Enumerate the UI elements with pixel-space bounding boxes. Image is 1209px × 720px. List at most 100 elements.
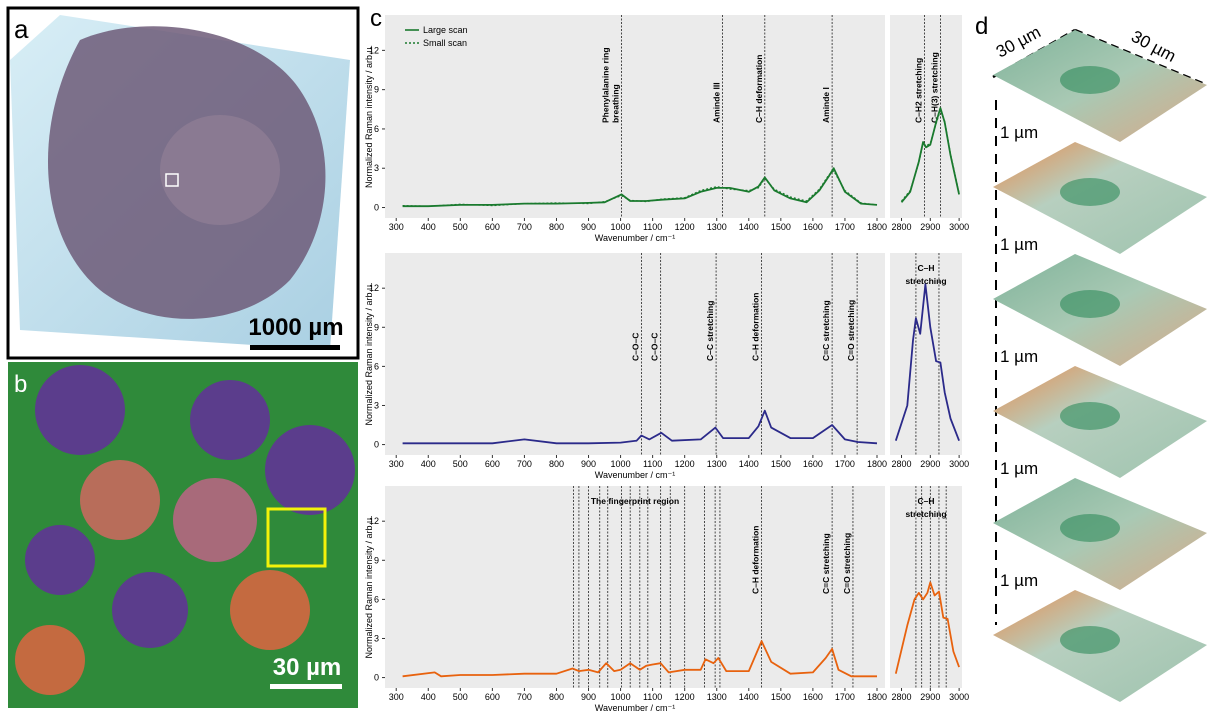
x-tick-label: 1600: [803, 692, 823, 702]
y-tick-label: 3: [374, 633, 379, 643]
y-axis-label: Normalized Raman intensity / arb.u.: [364, 515, 374, 658]
annotation-label: C=C stretching: [821, 533, 831, 594]
annotation-label: C–H deformation: [754, 55, 764, 123]
x-tick-label: 1300: [707, 222, 727, 232]
x-tick-label: 2800: [892, 459, 912, 469]
annotation-label: C–H deformation: [751, 526, 761, 594]
x-tick-label: 1200: [675, 222, 695, 232]
spectrum-line: [402, 167, 878, 208]
spectrum-line: [901, 110, 960, 202]
x-tick-label: 1100: [643, 459, 662, 469]
spacing-label: 1 µm: [1000, 459, 1038, 478]
y-tick-label: 0: [374, 203, 379, 213]
panel-d: d 30 µm 30 µm 1 µm1 µm1 µm1 µm1 µm: [975, 13, 1208, 702]
region-label: stretching: [905, 276, 946, 286]
y-axis-label: Normalized Raman intensity / arb.u.: [364, 282, 374, 425]
x-axis-label: Wavenumber / cm⁻¹: [595, 703, 675, 713]
x-tick-label: 1500: [771, 692, 791, 702]
annotation-label: C=O stretching: [842, 533, 852, 594]
slice-detail: [1060, 402, 1120, 430]
x-tick-label: 900: [581, 459, 596, 469]
y-tick-label: 6: [374, 594, 379, 604]
map-region: [112, 572, 188, 648]
annotation-label: Aminde III: [712, 82, 722, 123]
annotation-label: breathing: [611, 84, 621, 123]
x-tick-label: 2800: [892, 222, 912, 232]
x-tick-label: 900: [581, 692, 596, 702]
map-region: [80, 460, 160, 540]
spacing-label: 1 µm: [1000, 347, 1038, 366]
x-tick-label: 3000: [949, 459, 969, 469]
x-tick-label: 700: [517, 459, 532, 469]
map-region: [230, 570, 310, 650]
region-label: C–H: [917, 263, 934, 273]
x-tick-label: 700: [517, 692, 532, 702]
x-tick-label: 2900: [920, 222, 940, 232]
plot-area: [890, 486, 962, 688]
plot-area: [890, 15, 962, 218]
x-tick-label: 1600: [803, 222, 823, 232]
spectrum-line: [894, 581, 960, 674]
map-region: [173, 478, 257, 562]
x-tick-label: 400: [421, 459, 436, 469]
x-tick-label: 1200: [675, 692, 695, 702]
x-axis-label: Wavenumber / cm⁻¹: [595, 470, 675, 480]
x-tick-label: 300: [389, 692, 404, 702]
x-tick-label: 1500: [771, 222, 791, 232]
annotation-label: C=O stretching: [846, 300, 856, 361]
x-tick-label: 1000: [611, 459, 631, 469]
x-tick-label: 900: [581, 222, 596, 232]
map-region: [25, 525, 95, 595]
y-tick-label: 9: [374, 322, 379, 332]
y-tick-label: 9: [374, 85, 379, 95]
y-tick-label: 12: [369, 516, 379, 526]
x-tick-label: 1400: [739, 692, 759, 702]
annotation-label: C–H deformation: [751, 293, 761, 361]
x-tick-label: 2900: [920, 459, 940, 469]
x-tick-label: 1300: [707, 459, 727, 469]
annotation-label: C–O–C: [650, 333, 660, 361]
x-tick-label: 1000: [611, 222, 631, 232]
spectrum-line: [894, 283, 960, 442]
spacing-label: 1 µm: [1000, 235, 1038, 254]
region-label: The fingerprint region: [591, 496, 679, 506]
y-tick-label: 3: [374, 163, 379, 173]
annotation-label: C–H2 stretching: [914, 58, 924, 123]
x-tick-label: 1700: [835, 692, 855, 702]
slice-detail: [1060, 66, 1120, 94]
x-tick-label: 1400: [739, 459, 759, 469]
x-tick-label: 1000: [611, 692, 631, 702]
region-marker: [165, 173, 179, 187]
x-tick-label: 3000: [949, 222, 969, 232]
x-axis-label: Wavenumber / cm⁻¹: [595, 233, 675, 243]
panel-label: d: [975, 13, 988, 40]
annotation-label: C=C stretching: [821, 300, 831, 361]
x-tick-label: 800: [549, 459, 564, 469]
x-tick-label: 1200: [675, 459, 695, 469]
legend-label: Large scan: [423, 25, 468, 35]
x-tick-label: 1700: [835, 222, 855, 232]
y-tick-label: 12: [369, 283, 379, 293]
y-tick-label: 6: [374, 361, 379, 371]
x-tick-label: 600: [485, 692, 500, 702]
y-tick-label: 12: [369, 45, 379, 55]
scale-label: 1000 µm: [248, 314, 343, 341]
region-label: C–H: [917, 496, 934, 506]
tissue-detail: [160, 115, 280, 225]
x-tick-label: 800: [549, 222, 564, 232]
x-tick-label: 500: [453, 222, 468, 232]
slice-detail: [1060, 514, 1120, 542]
spacing-label: 1 µm: [1000, 571, 1038, 590]
x-tick-label: 1700: [835, 459, 855, 469]
x-tick-label: 400: [421, 692, 436, 702]
y-tick-label: 3: [374, 400, 379, 410]
x-tick-label: 1100: [643, 222, 662, 232]
x-tick-label: 1400: [739, 222, 759, 232]
y-tick-label: 0: [374, 440, 379, 450]
annotation-label: Aminde I: [821, 87, 831, 123]
map-region: [35, 365, 125, 455]
spacing-label: 1 µm: [1000, 123, 1038, 142]
x-tick-label: 500: [453, 692, 468, 702]
